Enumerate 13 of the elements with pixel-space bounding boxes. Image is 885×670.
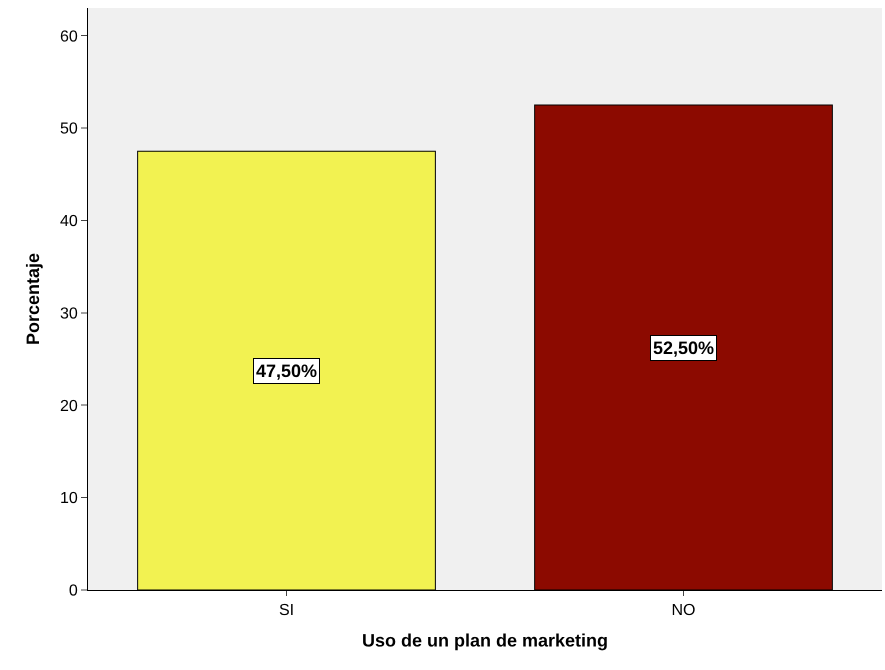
- data-label: 47,50%: [256, 361, 318, 381]
- y-tick-label: 20: [60, 398, 78, 415]
- y-tick-label: 30: [60, 305, 78, 322]
- y-tick-label: 40: [60, 213, 78, 230]
- x-axis-title: Uso de un plan de marketing: [362, 630, 608, 650]
- x-tick-label: NO: [672, 602, 696, 620]
- x-tick-label: SI: [278, 602, 294, 620]
- y-tick-label: 10: [60, 490, 78, 508]
- y-tick-label: 0: [68, 582, 78, 600]
- y-axis-title: Porcentaje: [23, 252, 44, 346]
- data-label: 52,50%: [653, 338, 714, 358]
- y-tick-label: 50: [60, 120, 78, 138]
- y-tick-label: 60: [60, 28, 78, 46]
